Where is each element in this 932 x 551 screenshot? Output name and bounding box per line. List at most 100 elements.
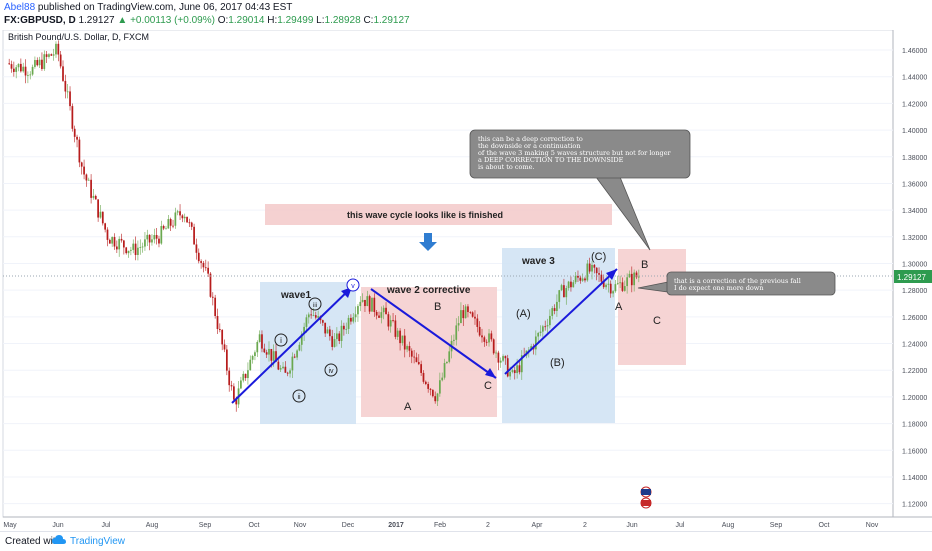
y-tick-label: 1.30000: [902, 261, 927, 268]
economic-event-markers[interactable]: [640, 486, 652, 509]
last-price: 1.29127: [78, 15, 115, 26]
candle-up: [38, 59, 41, 66]
candle-up: [22, 66, 25, 72]
candle-up: [565, 288, 568, 298]
candle-down: [59, 54, 62, 67]
candle-down: [120, 238, 123, 241]
candle-down: [64, 80, 67, 92]
candle-up: [457, 323, 460, 326]
candle-up: [534, 336, 537, 350]
candle-up: [441, 377, 444, 381]
candle-down: [228, 370, 231, 386]
candle-down: [544, 326, 547, 328]
candle-up: [359, 301, 362, 307]
candle-down: [563, 285, 565, 298]
tradingview-brand[interactable]: TradingView: [70, 536, 126, 547]
candle-down: [90, 179, 92, 198]
candle-down: [190, 222, 193, 227]
candle-down: [635, 272, 638, 278]
candle-down: [181, 215, 184, 219]
candle-down: [221, 330, 224, 345]
candle-up: [516, 365, 518, 374]
candle-down: [417, 362, 420, 365]
candle-down: [97, 199, 99, 218]
candle-up: [268, 348, 270, 355]
candle-up: [537, 332, 540, 337]
candle-down: [172, 225, 174, 227]
candle-down: [434, 396, 437, 402]
wave3-label: wave 3: [521, 256, 555, 267]
candle-down: [76, 136, 78, 140]
candle-down: [45, 54, 48, 57]
candle-down: [343, 325, 345, 330]
low-label: L:: [316, 15, 325, 26]
candle-down: [600, 274, 603, 282]
candle-up: [616, 283, 619, 285]
candle-up: [139, 247, 142, 248]
candle-down: [422, 372, 425, 382]
candle-down: [378, 315, 380, 318]
candle-down: [134, 243, 137, 255]
author-link[interactable]: Abel88: [4, 2, 36, 13]
candle-down: [214, 297, 217, 317]
candle-down: [338, 333, 341, 341]
candle-down: [230, 385, 233, 387]
published-text: published on TradingView.com, June 06, 2…: [37, 2, 293, 13]
candle-up: [183, 216, 186, 219]
candle-down: [275, 351, 277, 362]
callout-deep-correction: this can be a deep correction to the dow…: [469, 129, 691, 251]
candle-up: [464, 306, 467, 319]
candle-down: [387, 314, 390, 327]
wave2-arrow-head: [485, 368, 496, 378]
candle-up: [389, 320, 392, 327]
candle-down: [474, 316, 476, 319]
candle-down: [50, 54, 53, 56]
candle-up: [141, 246, 144, 248]
y-axis-ticks: 1.46000 1.44000 1.42000 1.40000 1.38000 1.360…: [902, 48, 927, 509]
candle-up: [307, 314, 310, 318]
candle-up: [633, 272, 636, 286]
high-value: 1.29499: [277, 15, 314, 26]
candle-down: [244, 373, 247, 379]
publish-line: Abel88 published on TradingView.com, Jun…: [4, 2, 292, 13]
x-tick-label: Feb: [434, 522, 446, 529]
callout2-line-2: I do expect one more down: [674, 284, 764, 292]
x-tick-label: Sep: [199, 522, 212, 529]
candle-down: [415, 357, 418, 363]
low-value: 1.28928: [324, 15, 361, 26]
candle-down: [497, 352, 500, 363]
candle-up: [637, 276, 640, 278]
candle-up: [34, 60, 36, 67]
candle-up: [541, 326, 544, 332]
candle-up: [380, 312, 383, 318]
candle-up: [298, 344, 301, 351]
candle-up: [520, 355, 523, 373]
x-axis-ticks: May Jun Jul Aug Sep Oct Nov Dec 2017 Feb 2 Apr 2 Jun J…: [3, 522, 878, 529]
candle-up: [382, 307, 385, 313]
y-tick-label: 1.34000: [902, 208, 927, 215]
candle-down: [553, 308, 556, 311]
x-tick-label: Aug: [722, 522, 735, 529]
candle-up: [488, 333, 490, 343]
wave2-b-label: B: [434, 301, 441, 313]
candle-up: [448, 351, 451, 362]
price-chart[interactable]: 1.46000 1.44000 1.42000 1.40000 1.38000 1.360…: [0, 30, 932, 531]
candle-down: [8, 63, 11, 65]
candle-up: [453, 339, 455, 341]
x-tick-label: Jul: [676, 522, 685, 529]
candle-up: [282, 366, 284, 369]
x-tick-label: 2017: [388, 522, 404, 529]
candle-up: [176, 211, 179, 213]
candle-up: [305, 317, 308, 327]
wave-v-marker: v: [346, 278, 360, 292]
wave-iv-marker: iv: [324, 363, 338, 377]
candle-up: [509, 371, 511, 377]
candle-down: [108, 239, 111, 244]
candle-up: [130, 249, 132, 251]
y-tick-label: 1.36000: [902, 181, 927, 188]
x-tick-label: Oct: [819, 522, 830, 529]
wave2-c-label: C: [484, 380, 492, 392]
candle-down: [71, 106, 74, 129]
y-tick-label: 1.38000: [902, 155, 927, 162]
candle-down: [399, 330, 401, 344]
